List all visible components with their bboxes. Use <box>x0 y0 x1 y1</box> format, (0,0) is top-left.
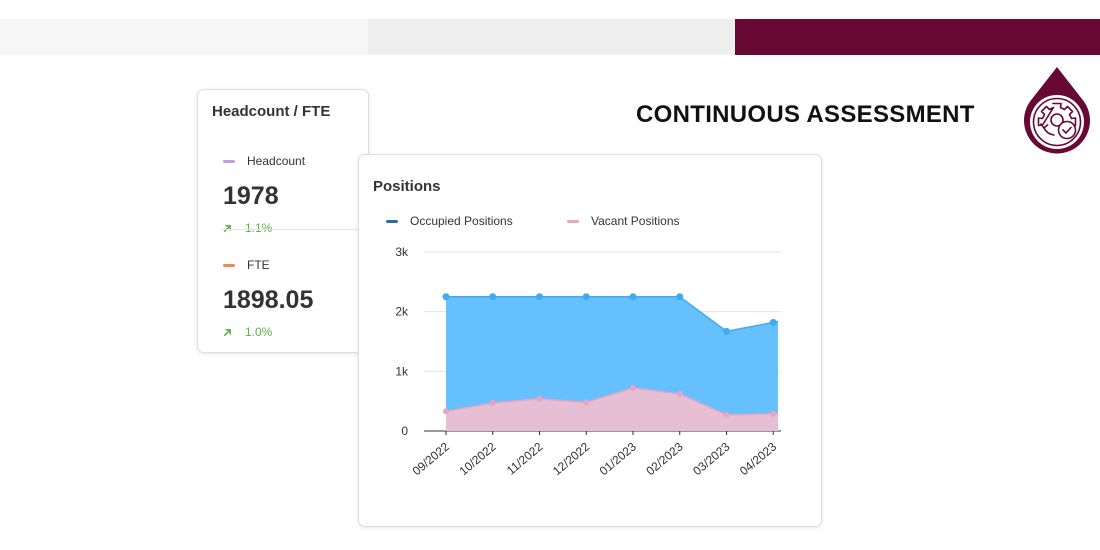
metric-divider <box>222 229 367 230</box>
positions-card: Positions Occupied Positions Vacant Posi… <box>358 154 822 527</box>
data-point-occupied <box>629 293 637 301</box>
trend-up-arrow-icon <box>223 224 232 232</box>
fte-legend: FTE <box>223 258 313 272</box>
data-point-occupied <box>769 318 777 326</box>
x-tick-label: 03/2023 <box>690 439 732 478</box>
y-tick-label: 2k <box>395 305 409 319</box>
headcount-fte-card: Headcount / FTE Headcount 1978 1.1% FTE … <box>197 89 369 353</box>
data-point-vacant <box>630 385 636 392</box>
data-point-occupied <box>676 293 684 301</box>
x-tick-label: 10/2022 <box>456 439 498 478</box>
headcount-change: 1.1% <box>223 221 305 235</box>
fte-value: 1898.05 <box>223 286 314 314</box>
data-point-occupied <box>442 293 450 301</box>
fte-metric: FTE 1898.05 1.0% <box>223 258 313 339</box>
x-tick-label: 04/2023 <box>737 439 779 478</box>
data-point-occupied <box>723 327 730 335</box>
area-vacant-positions <box>446 388 778 431</box>
x-tick-label: 09/2022 <box>410 439 452 478</box>
y-tick-label: 3k <box>395 245 409 259</box>
fte-change-value: 1.0% <box>245 325 273 339</box>
legend-swatch-vacant <box>567 219 579 223</box>
legend-vacant-positions[interactable]: Vacant Positions <box>567 214 680 228</box>
data-point-vacant <box>676 391 683 398</box>
data-point-occupied <box>536 293 543 301</box>
fte-legend-swatch <box>223 263 235 267</box>
headcount-metric: Headcount 1978 1.1% <box>223 154 305 235</box>
y-tick-label: 0 <box>401 424 408 438</box>
data-point-occupied <box>582 293 590 301</box>
y-tick-label: 1k <box>395 364 409 378</box>
data-point-vacant <box>583 399 590 406</box>
page-title: CONTINUOUS ASSESSMENT <box>636 101 975 128</box>
header-band-light <box>0 19 368 55</box>
positions-area-chart: 0 1k 2k 3k 09/2022 10/2022 11/2022 12/2022 01/20… <box>395 245 781 478</box>
x-tick-label: 02/2023 <box>643 439 685 478</box>
fte-label: FTE <box>247 258 270 272</box>
data-point-vacant <box>723 411 730 418</box>
data-point-vacant <box>770 410 777 417</box>
header-band-gray <box>368 19 735 55</box>
data-point-vacant <box>536 395 543 402</box>
trend-up-arrow-icon <box>223 328 232 336</box>
legend-label-vacant: Vacant Positions <box>591 214 680 228</box>
headcount-label: Headcount <box>247 154 306 168</box>
x-tick-label: 12/2022 <box>550 439 592 478</box>
area-occupied-positions <box>446 296 778 431</box>
positions-card-title: Positions <box>373 178 441 195</box>
legend-occupied-positions[interactable]: Occupied Positions <box>386 214 513 228</box>
legend-label-occupied: Occupied Positions <box>410 214 513 228</box>
gear-check-icon <box>1024 67 1090 154</box>
x-tick-label: 11/2022 <box>504 439 546 477</box>
data-point-occupied <box>489 293 497 301</box>
headcount-legend: Headcount <box>223 154 305 168</box>
headcount-change-value: 1.1% <box>245 221 273 235</box>
fte-change: 1.0% <box>223 325 313 339</box>
headcount-fte-card-title: Headcount / FTE <box>212 103 331 120</box>
headcount-value: 1978 <box>223 182 279 210</box>
legend-swatch-occupied <box>386 219 398 223</box>
data-point-vacant <box>489 399 496 406</box>
headcount-legend-swatch <box>223 159 235 163</box>
x-tick-label: 01/2023 <box>597 439 639 478</box>
data-point-vacant <box>443 408 449 415</box>
header-band-accent <box>735 19 1100 55</box>
